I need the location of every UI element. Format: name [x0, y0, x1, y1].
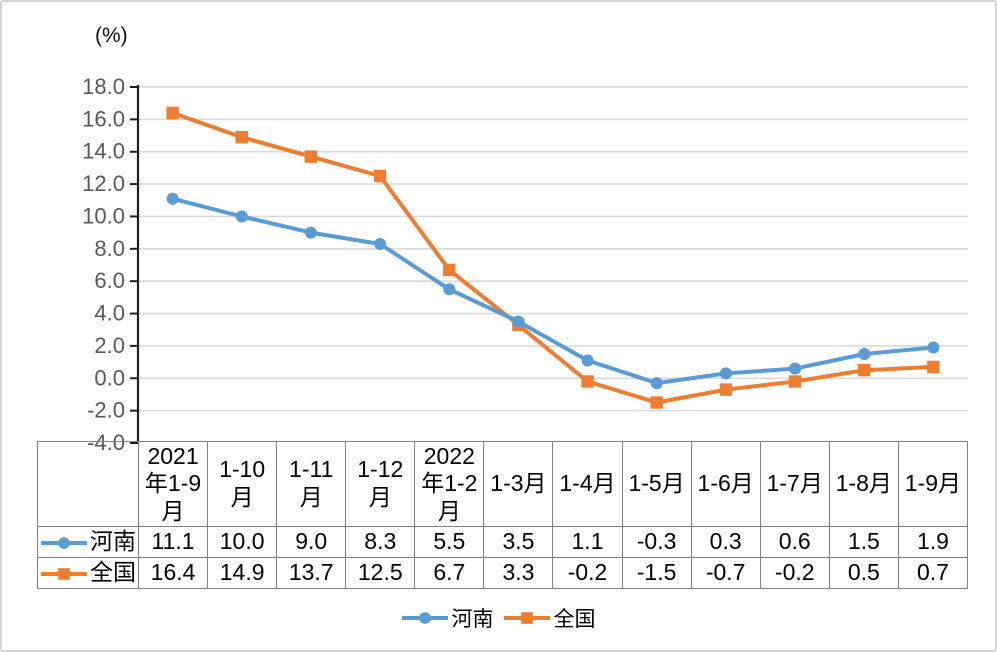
- y-axis-tick-label: 14.0: [82, 139, 125, 164]
- value-cell: 5.5: [414, 526, 485, 558]
- y-axis-tick-label: 18.0: [82, 74, 125, 99]
- series-name: 全国: [90, 559, 136, 586]
- y-axis-tick-label: 16.0: [82, 106, 125, 131]
- series-line: [172, 196, 934, 386]
- value-cell: 16.4: [137, 557, 209, 589]
- henan-line-circle-marker-icon: [401, 611, 448, 625]
- circle-marker-icon: [927, 341, 940, 354]
- y-axis-tick-label: 4.0: [94, 301, 125, 326]
- circle-marker-icon: [789, 362, 802, 375]
- circle-marker-icon: [374, 238, 387, 250]
- category-header-cell: 1-11月: [276, 441, 347, 527]
- square-marker-icon: [927, 360, 940, 374]
- square-marker-icon: [788, 375, 802, 388]
- table-series-row: 全国 16.4 14.9 13.7 12.5 6.7 3.3 -0.2 -1.5 -0.7 -0.2…: [37, 557, 969, 589]
- y-axis-unit-label: (%): [95, 24, 128, 47]
- square-marker-icon: [858, 364, 871, 377]
- table-series-row: 河南 11.1 10.0 9.0 8.3 5.5 3.5 1.1 -0.3 0.3 0.6 1.5 1.…: [37, 526, 969, 558]
- square-marker-icon: [373, 169, 387, 183]
- series-line: [171, 111, 934, 405]
- y-axis-tick-label: 0.0: [94, 365, 125, 390]
- value-cell: 0.3: [690, 526, 761, 558]
- square-line-marker-icon: [41, 568, 87, 580]
- circle-marker-icon: [235, 210, 248, 223]
- square-marker-icon: [581, 375, 594, 388]
- category-header-cell: 2022年1-2月: [414, 441, 485, 527]
- y-axis-tick-label: 10.0: [82, 203, 125, 228]
- square-marker-icon: [235, 131, 248, 144]
- value-cell: 12.5: [345, 557, 416, 589]
- data-table: 2021年1-9月 1-10月 1-11月 1-12月 2022年1-2月 1-3月 1-4…: [37, 441, 969, 589]
- square-marker-icon: [304, 150, 318, 163]
- value-cell: -0.2: [759, 557, 830, 589]
- value-cell: 3.3: [483, 557, 554, 589]
- category-header-cell: 1-3月: [483, 441, 554, 527]
- category-header-cell: 1-6月: [690, 441, 761, 527]
- category-header-cell: 1-10月: [207, 441, 278, 527]
- table-corner-cell: [37, 441, 139, 527]
- square-line-marker-icon: [503, 612, 550, 624]
- series-name: 河南: [90, 528, 136, 555]
- square-marker-icon: [650, 396, 663, 409]
- value-cell: 10.0: [207, 526, 278, 558]
- chart-legend: 河南 全国: [2, 603, 995, 633]
- legend-label-quanguo: 全国: [553, 608, 596, 631]
- value-cell: 1.1: [552, 526, 623, 558]
- value-cell: 0.5: [828, 557, 899, 589]
- value-cell: 11.1: [137, 526, 209, 558]
- circle-line-marker-icon: [41, 537, 87, 549]
- legend-label-henan: 河南: [451, 608, 494, 631]
- circle-marker-icon: [512, 315, 525, 328]
- y-axis-tick-label: 12.0: [82, 171, 125, 196]
- value-cell: 0.7: [897, 557, 969, 589]
- value-cell: 3.5: [483, 526, 554, 558]
- value-cell: 14.9: [207, 557, 278, 589]
- circle-marker-icon: [166, 192, 179, 205]
- category-header-cell: 1-12月: [345, 441, 416, 527]
- category-header-cell: 1-5月: [621, 441, 692, 527]
- value-cell: -0.2: [552, 557, 623, 589]
- value-cell: -0.7: [690, 557, 761, 589]
- category-header-cell: 1-9月: [897, 441, 969, 527]
- value-cell: 8.3: [345, 526, 416, 558]
- y-axis-tick-label: 6.0: [94, 268, 125, 293]
- circle-marker-icon: [858, 348, 871, 360]
- category-header-cell: 1-4月: [552, 441, 623, 527]
- square-marker-icon: [443, 263, 456, 277]
- value-cell: 0.6: [759, 526, 830, 558]
- category-header-cell: 1-8月: [828, 441, 899, 527]
- circle-marker-icon: [581, 354, 594, 367]
- y-axis-tick-label: -2.0: [87, 398, 125, 423]
- square-marker-icon: [719, 383, 733, 396]
- table-header-row: 2021年1-9月 1-10月 1-11月 1-12月 2022年1-2月 1-3月 1-4…: [37, 441, 969, 527]
- legend-item-henan: 河南: [401, 603, 494, 633]
- value-cell: 6.7: [414, 557, 485, 589]
- category-header-cell: 1-7月: [759, 441, 830, 527]
- quanguo-line-square-marker-icon: [503, 611, 550, 625]
- value-cell: -0.3: [621, 526, 692, 558]
- square-marker-icon: [166, 106, 179, 120]
- circle-marker-icon: [650, 377, 663, 390]
- circle-marker-icon: [443, 283, 456, 296]
- series-label-cell: 河南: [37, 526, 139, 558]
- value-cell: 1.9: [897, 526, 969, 558]
- value-cell: -1.5: [621, 557, 692, 589]
- value-cell: 9.0: [276, 526, 347, 558]
- value-cell: 13.7: [276, 557, 347, 589]
- value-cell: 1.5: [828, 526, 899, 558]
- y-axis-tick-label: 2.0: [94, 333, 125, 358]
- series-label-cell: 全国: [37, 557, 139, 589]
- y-axis-tick-label: 8.0: [94, 236, 125, 261]
- legend-item-quanguo: 全国: [503, 603, 596, 633]
- circle-marker-icon: [304, 226, 317, 239]
- circle-marker-icon: [719, 367, 732, 380]
- category-header-cell: 2021年1-9月: [137, 441, 209, 527]
- circle-line-marker-icon: [401, 612, 448, 624]
